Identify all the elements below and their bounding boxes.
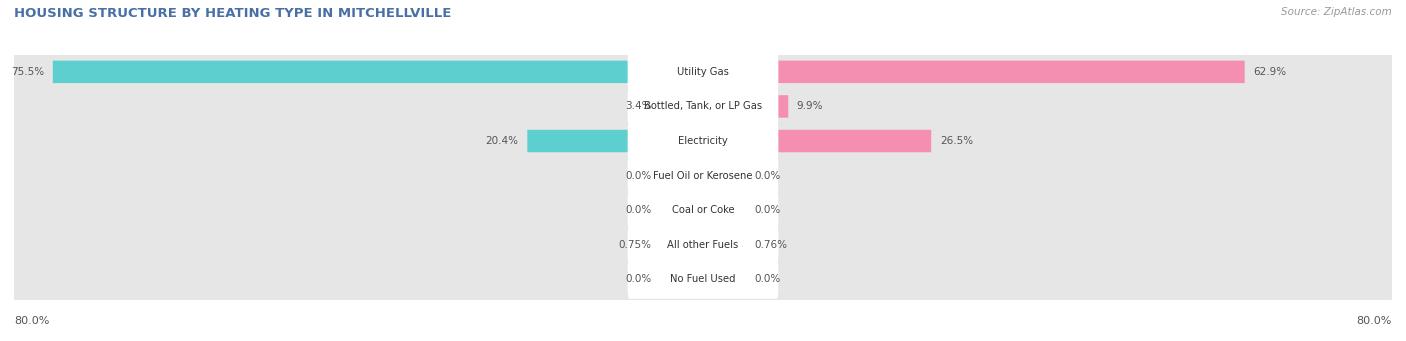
FancyBboxPatch shape bbox=[703, 234, 747, 256]
FancyBboxPatch shape bbox=[13, 119, 1393, 163]
Text: 0.0%: 0.0% bbox=[755, 205, 780, 215]
FancyBboxPatch shape bbox=[659, 268, 703, 291]
Text: All other Fuels: All other Fuels bbox=[668, 240, 738, 250]
FancyBboxPatch shape bbox=[13, 189, 1393, 232]
Text: 0.0%: 0.0% bbox=[755, 274, 780, 284]
FancyBboxPatch shape bbox=[13, 85, 1393, 128]
Text: 0.75%: 0.75% bbox=[619, 240, 651, 250]
FancyBboxPatch shape bbox=[703, 199, 747, 221]
Text: 26.5%: 26.5% bbox=[939, 136, 973, 146]
Text: Fuel Oil or Kerosene: Fuel Oil or Kerosene bbox=[654, 170, 752, 181]
Text: 20.4%: 20.4% bbox=[485, 136, 519, 146]
FancyBboxPatch shape bbox=[13, 258, 1393, 301]
FancyBboxPatch shape bbox=[627, 87, 779, 126]
Text: Electricity: Electricity bbox=[678, 136, 728, 146]
Text: 0.0%: 0.0% bbox=[755, 170, 780, 181]
Text: Utility Gas: Utility Gas bbox=[678, 67, 728, 77]
FancyBboxPatch shape bbox=[703, 61, 1244, 83]
FancyBboxPatch shape bbox=[627, 122, 779, 161]
FancyBboxPatch shape bbox=[53, 61, 703, 83]
FancyBboxPatch shape bbox=[13, 154, 1393, 197]
FancyBboxPatch shape bbox=[13, 223, 1393, 266]
FancyBboxPatch shape bbox=[627, 225, 779, 264]
FancyBboxPatch shape bbox=[627, 260, 779, 299]
FancyBboxPatch shape bbox=[659, 199, 703, 221]
Text: Coal or Coke: Coal or Coke bbox=[672, 205, 734, 215]
FancyBboxPatch shape bbox=[627, 191, 779, 229]
Text: 0.0%: 0.0% bbox=[626, 274, 651, 284]
Text: Bottled, Tank, or LP Gas: Bottled, Tank, or LP Gas bbox=[644, 101, 762, 112]
Text: HOUSING STRUCTURE BY HEATING TYPE IN MITCHELLVILLE: HOUSING STRUCTURE BY HEATING TYPE IN MIT… bbox=[14, 7, 451, 20]
Text: 3.4%: 3.4% bbox=[624, 101, 651, 112]
FancyBboxPatch shape bbox=[703, 268, 747, 291]
FancyBboxPatch shape bbox=[703, 164, 747, 187]
FancyBboxPatch shape bbox=[659, 234, 703, 256]
FancyBboxPatch shape bbox=[527, 130, 703, 152]
Text: 62.9%: 62.9% bbox=[1253, 67, 1286, 77]
Text: No Fuel Used: No Fuel Used bbox=[671, 274, 735, 284]
Text: 0.0%: 0.0% bbox=[626, 205, 651, 215]
Text: 80.0%: 80.0% bbox=[14, 315, 49, 326]
FancyBboxPatch shape bbox=[659, 164, 703, 187]
FancyBboxPatch shape bbox=[627, 53, 779, 91]
Text: 9.9%: 9.9% bbox=[797, 101, 824, 112]
Text: 80.0%: 80.0% bbox=[1357, 315, 1392, 326]
Text: 0.76%: 0.76% bbox=[755, 240, 787, 250]
FancyBboxPatch shape bbox=[627, 156, 779, 195]
FancyBboxPatch shape bbox=[13, 50, 1393, 93]
Text: 0.0%: 0.0% bbox=[626, 170, 651, 181]
FancyBboxPatch shape bbox=[703, 130, 931, 152]
Text: Source: ZipAtlas.com: Source: ZipAtlas.com bbox=[1281, 7, 1392, 17]
FancyBboxPatch shape bbox=[703, 95, 789, 118]
FancyBboxPatch shape bbox=[659, 95, 703, 118]
Text: 75.5%: 75.5% bbox=[11, 67, 44, 77]
